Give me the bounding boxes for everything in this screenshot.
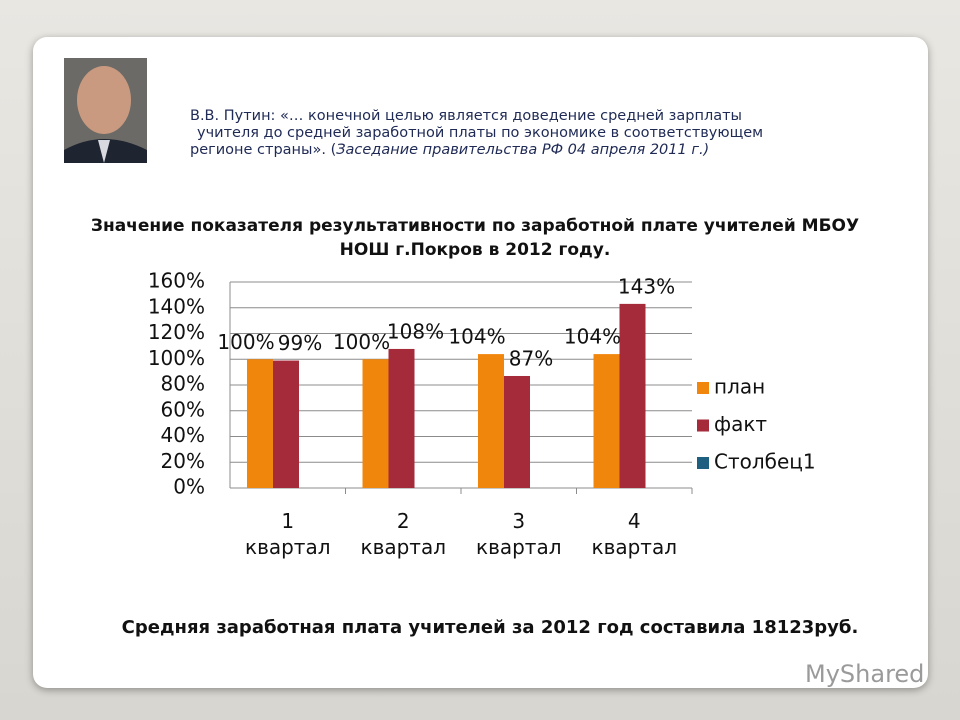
quote-line: учителя до средней заработной платы по э… — [197, 125, 764, 141]
data-label: 143% — [618, 274, 675, 298]
y-tick-label: 80% — [161, 372, 205, 396]
footer: Средняя заработная плата учителей за 201… — [121, 617, 859, 638]
bar — [273, 360, 299, 488]
y-tick-label: 160% — [148, 269, 205, 293]
y-tick-label: 0% — [173, 475, 205, 499]
x-tick-label: 3 квартал — [475, 509, 562, 559]
data-label: 108% — [387, 319, 444, 343]
bar — [593, 354, 620, 488]
legend-swatch — [697, 382, 709, 394]
bar — [362, 359, 389, 488]
x-tick-label: 2 квартал — [360, 509, 446, 559]
quote-text: регионе страны». ( — [190, 142, 337, 158]
quote-line: В.В. Путин: «… конечной целью является д… — [190, 108, 742, 124]
quote-source: Заседание правительства РФ 04 апреля 201… — [336, 142, 710, 158]
y-tick-label: 100% — [148, 346, 205, 370]
bar — [247, 359, 273, 488]
x-tick-label: 1 квартал — [244, 509, 331, 559]
y-tick-label: 120% — [148, 320, 205, 344]
bar — [478, 354, 504, 488]
quote-line: регионе страны». (Заседание правительств… — [190, 142, 709, 158]
legend-swatch — [697, 457, 709, 469]
bar — [504, 375, 530, 488]
data-label: 104% — [564, 325, 621, 349]
photo — [64, 58, 147, 163]
data-label: 100% — [333, 330, 390, 354]
y-tick-label: 20% — [161, 449, 205, 473]
x-tick-label: 4 квартал — [591, 509, 677, 559]
data-label: 87% — [509, 346, 553, 370]
data-label: 99% — [278, 331, 322, 355]
bar — [388, 348, 415, 488]
legend-label: Столбец1 — [714, 450, 816, 474]
data-label: 100% — [217, 330, 274, 354]
legend-label: факт — [714, 412, 767, 436]
y-tick-label: 40% — [161, 423, 205, 447]
chart-title: Значение показателя результативности по … — [90, 216, 860, 260]
y-tick-label: 60% — [161, 397, 205, 421]
bar — [619, 303, 646, 488]
watermark: MyShared — [805, 660, 925, 688]
legend-label: план — [714, 375, 765, 399]
y-tick-label: 140% — [148, 294, 205, 318]
data-label: 104% — [448, 325, 505, 349]
legend-swatch — [697, 419, 709, 432]
